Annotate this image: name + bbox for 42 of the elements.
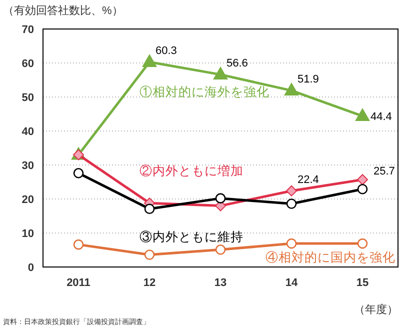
- x-tick-label: 2011: [66, 277, 90, 289]
- y-tick-label: 50: [22, 92, 34, 104]
- point: [73, 168, 84, 178]
- series-label: ④相対的に国内を強化: [266, 250, 396, 265]
- x-tick-label: 13: [214, 277, 227, 289]
- point: [355, 108, 370, 122]
- point: [144, 250, 155, 260]
- point: [73, 239, 84, 250]
- y-tick-label: 20: [22, 194, 34, 206]
- y-tick-label: 10: [22, 228, 34, 240]
- data-label: 44.4: [370, 111, 392, 124]
- data-label: 51.9: [298, 74, 319, 86]
- y-tick-label: 0: [28, 262, 34, 274]
- y-tick-label: 30: [22, 160, 34, 172]
- point: [215, 244, 226, 255]
- point: [142, 54, 157, 67]
- data-label: 56.6: [226, 58, 248, 70]
- series-label: ②内外ともに増加: [140, 163, 244, 178]
- data-label: 25.7: [374, 166, 395, 178]
- x-tick-label: 12: [143, 277, 156, 289]
- x-axis-title: （年度）: [354, 303, 398, 316]
- y-tick-label: 70: [22, 24, 34, 36]
- point: [73, 149, 84, 160]
- point: [215, 193, 226, 204]
- data-label: 60.3: [156, 44, 177, 57]
- point: [144, 204, 155, 214]
- point: [286, 198, 297, 209]
- point: [357, 238, 368, 249]
- point: [357, 184, 368, 194]
- y-axis-title: （有効回答社数比、%）: [3, 4, 123, 17]
- point: [286, 185, 297, 196]
- point: [357, 174, 368, 186]
- x-tick-label: 14: [285, 277, 298, 289]
- x-tick-label: 15: [356, 277, 369, 289]
- data-label: 22.4: [298, 174, 319, 186]
- point: [284, 82, 299, 96]
- y-tick-label: 60: [22, 58, 34, 70]
- point: [213, 66, 228, 80]
- series-label: ①相対的に海外を強化: [140, 84, 270, 99]
- y-tick-label: 40: [22, 126, 34, 138]
- series-label: ③内外ともに維持: [140, 230, 244, 244]
- point: [286, 238, 297, 249]
